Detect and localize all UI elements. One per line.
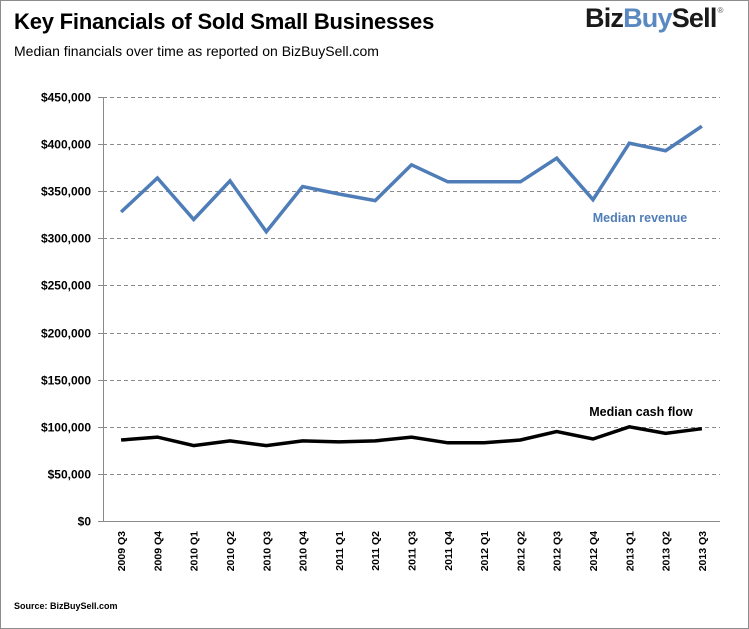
x-tick-label: 2011 Q3 xyxy=(407,531,419,571)
x-tick-label: 2010 Q2 xyxy=(225,531,237,571)
x-tick-label: 2012 Q1 xyxy=(479,531,491,571)
y-tick-label: $0 xyxy=(78,515,92,529)
x-tick-label: 2013 Q1 xyxy=(624,531,636,571)
registered-mark-icon: ® xyxy=(717,6,724,15)
x-tick-label: 2013 Q2 xyxy=(661,531,673,571)
source-note: Source: BizBuySell.com xyxy=(14,601,118,611)
x-tick-label: 2010 Q1 xyxy=(189,531,201,571)
y-tick-label: $100,000 xyxy=(41,421,91,435)
y-axis-ticks: $0 $50,000 $100,000 $150,000 $200,000 $250,00… xyxy=(41,91,103,529)
logo-text-biz: Biz xyxy=(585,3,624,33)
y-tick-label: $50,000 xyxy=(48,468,92,482)
y-tick-label: $450,000 xyxy=(41,91,91,105)
y-tick-label: $300,000 xyxy=(41,232,91,246)
x-tick-label: 2012 Q2 xyxy=(515,531,527,571)
x-tick-label: 2009 Q3 xyxy=(116,531,128,571)
series-label-median-revenue: Median revenue xyxy=(593,211,688,225)
series-line-median-cash-flow xyxy=(120,424,703,448)
series-label-median-cash-flow: Median cash flow xyxy=(589,405,693,419)
x-tick-label: 2009 Q4 xyxy=(152,531,164,571)
x-tick-label: 2010 Q3 xyxy=(261,531,273,571)
x-tick-label: 2012 Q4 xyxy=(588,531,600,571)
x-axis-ticks: 2009 Q3 2009 Q4 2010 Q1 2010 Q2 2010 Q3 2010 … xyxy=(116,531,709,571)
y-tick-label: $400,000 xyxy=(41,138,91,152)
x-tick-label: 2010 Q4 xyxy=(298,531,310,571)
bizbuysell-logo: BizBuySell® xyxy=(585,3,723,34)
chart-title: Key Financials of Sold Small Businesses xyxy=(14,9,435,34)
y-tick-label: $150,000 xyxy=(41,374,91,388)
x-tick-label: 2011 Q1 xyxy=(334,531,346,571)
series-line-median-revenue xyxy=(119,124,703,235)
chart-subtitle: Median financials over time as reported … xyxy=(14,43,379,59)
y-tick-label: $250,000 xyxy=(41,279,91,293)
x-tick-label: 2013 Q3 xyxy=(697,531,709,571)
x-tick-label: 2011 Q4 xyxy=(443,531,455,571)
x-tick-label: 2012 Q3 xyxy=(552,531,564,571)
logo-text-sell: Sell xyxy=(671,3,718,33)
gridlines xyxy=(103,97,720,475)
y-tick-label: $350,000 xyxy=(41,185,91,199)
series-lines xyxy=(119,124,703,448)
x-tick-label: 2011 Q2 xyxy=(370,531,382,571)
axes xyxy=(103,97,720,522)
y-tick-label: $200,000 xyxy=(41,327,91,341)
logo-text-buy: Buy xyxy=(623,3,672,33)
series-labels: Median revenue Median cash flow xyxy=(589,211,693,419)
